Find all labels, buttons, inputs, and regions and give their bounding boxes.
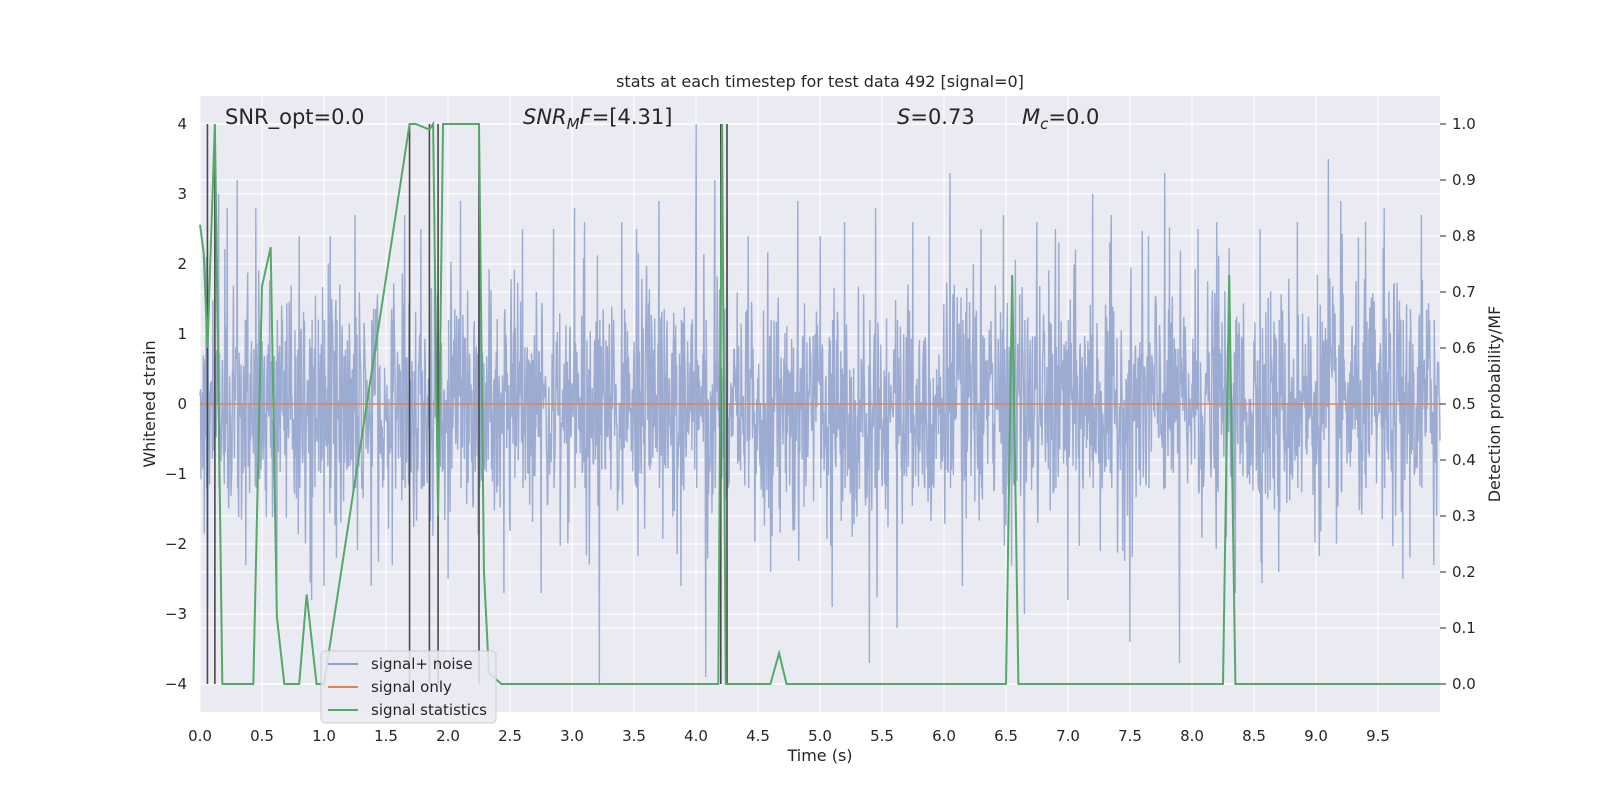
- snr-mf-rest: F: [580, 105, 593, 129]
- y-tick-label: −4: [165, 675, 187, 693]
- y2-axis-ticks: 1.0 0.9 0.8 0.7 0.6 0.5 0.4 0.3 0.2 0.1 0.0: [1440, 115, 1476, 693]
- x-tick-label: 7.5: [1118, 727, 1142, 745]
- y-tick-label: 4: [177, 115, 187, 133]
- annotation-s: S=0.73: [897, 105, 975, 129]
- x-tick-label: 1.5: [374, 727, 398, 745]
- y2-tick-label: 1.0: [1452, 115, 1476, 133]
- legend-label-signal-noise: signal+ noise: [371, 655, 473, 673]
- y-tick-label: −3: [165, 605, 187, 623]
- plot-content: [199, 120, 1441, 685]
- annotation-mc: Mc=0.0: [1022, 105, 1099, 133]
- y2-tick-label: 0.2: [1452, 563, 1476, 581]
- series-signal-noise: [199, 123, 1441, 685]
- y-tick-label: 3: [177, 185, 187, 203]
- x-tick-label: 2.5: [498, 727, 522, 745]
- y-tick-label: −1: [165, 465, 187, 483]
- y2-tick-label: 0.8: [1452, 227, 1476, 245]
- x-tick-label: 9.0: [1304, 727, 1328, 745]
- y2-tick-label: 0.0: [1452, 675, 1476, 693]
- x-tick-label: 8.5: [1242, 727, 1266, 745]
- x-axis-label: Time (s): [786, 746, 852, 765]
- x-tick-label: 4.5: [746, 727, 770, 745]
- x-axis-ticks: 0.0 0.5 1.0 1.5 2.0 2.5 3.0 3.5 4.0 4.5 5.0 5.5 6.0 6…: [188, 727, 1390, 745]
- x-tick-label: 5.0: [808, 727, 832, 745]
- y-tick-label: 1: [177, 325, 187, 343]
- legend-label-signal-only: signal only: [371, 678, 452, 696]
- mc-value: =0.0: [1048, 105, 1099, 129]
- s-value: =0.73: [910, 105, 974, 129]
- x-tick-label: 5.5: [870, 727, 894, 745]
- x-tick-label: 9.5: [1366, 727, 1390, 745]
- y2-axis-label: Detection probability/MF: [1485, 306, 1504, 503]
- annotation-snr-mf: SNRMF=[4.31]: [523, 105, 672, 133]
- x-tick-label: 2.0: [436, 727, 460, 745]
- y-axis-label: Whitened strain: [140, 340, 159, 467]
- x-tick-label: 6.5: [994, 727, 1018, 745]
- x-tick-label: 7.0: [1056, 727, 1080, 745]
- y-tick-label: 0: [177, 395, 187, 413]
- x-tick-label: 0.0: [188, 727, 212, 745]
- y2-tick-label: 0.6: [1452, 339, 1476, 357]
- chart-title: stats at each timestep for test data 492…: [616, 72, 1024, 91]
- x-tick-label: 0.5: [250, 727, 274, 745]
- x-tick-label: 6.0: [932, 727, 956, 745]
- legend-box: [320, 650, 497, 724]
- legend: signal+ noise signal only signal statist…: [320, 650, 497, 724]
- annotation-snr-opt: SNR_opt=0.0: [225, 105, 365, 130]
- mc-main: M: [1022, 105, 1040, 129]
- s-symbol: S: [897, 105, 910, 129]
- x-tick-label: 3.5: [622, 727, 646, 745]
- y2-tick-label: 0.1: [1452, 619, 1476, 637]
- y2-tick-label: 0.5: [1452, 395, 1476, 413]
- snr-mf-sub: M: [567, 115, 580, 133]
- series-signal-statistics: [199, 120, 1440, 685]
- x-tick-label: 8.0: [1180, 727, 1204, 745]
- snr-mf-main: SNR: [523, 105, 567, 129]
- x-tick-label: 4.0: [684, 727, 708, 745]
- y2-tick-label: 0.7: [1452, 283, 1476, 301]
- x-tick-label: 1.0: [312, 727, 336, 745]
- mc-sub: c: [1040, 115, 1049, 133]
- y-axis-ticks: 4 3 2 1 0 −1 −2 −3 −4: [165, 115, 187, 693]
- y2-tick-label: 0.9: [1452, 171, 1476, 189]
- x-tick-label: 3.0: [560, 727, 584, 745]
- y2-tick-label: 0.4: [1452, 451, 1476, 469]
- y-tick-label: −2: [165, 535, 187, 553]
- snr-mf-value: =[4.31]: [592, 105, 673, 129]
- y-tick-label: 2: [177, 255, 187, 273]
- y2-tick-label: 0.3: [1452, 507, 1476, 525]
- legend-label-signal-statistics: signal statistics: [371, 701, 487, 719]
